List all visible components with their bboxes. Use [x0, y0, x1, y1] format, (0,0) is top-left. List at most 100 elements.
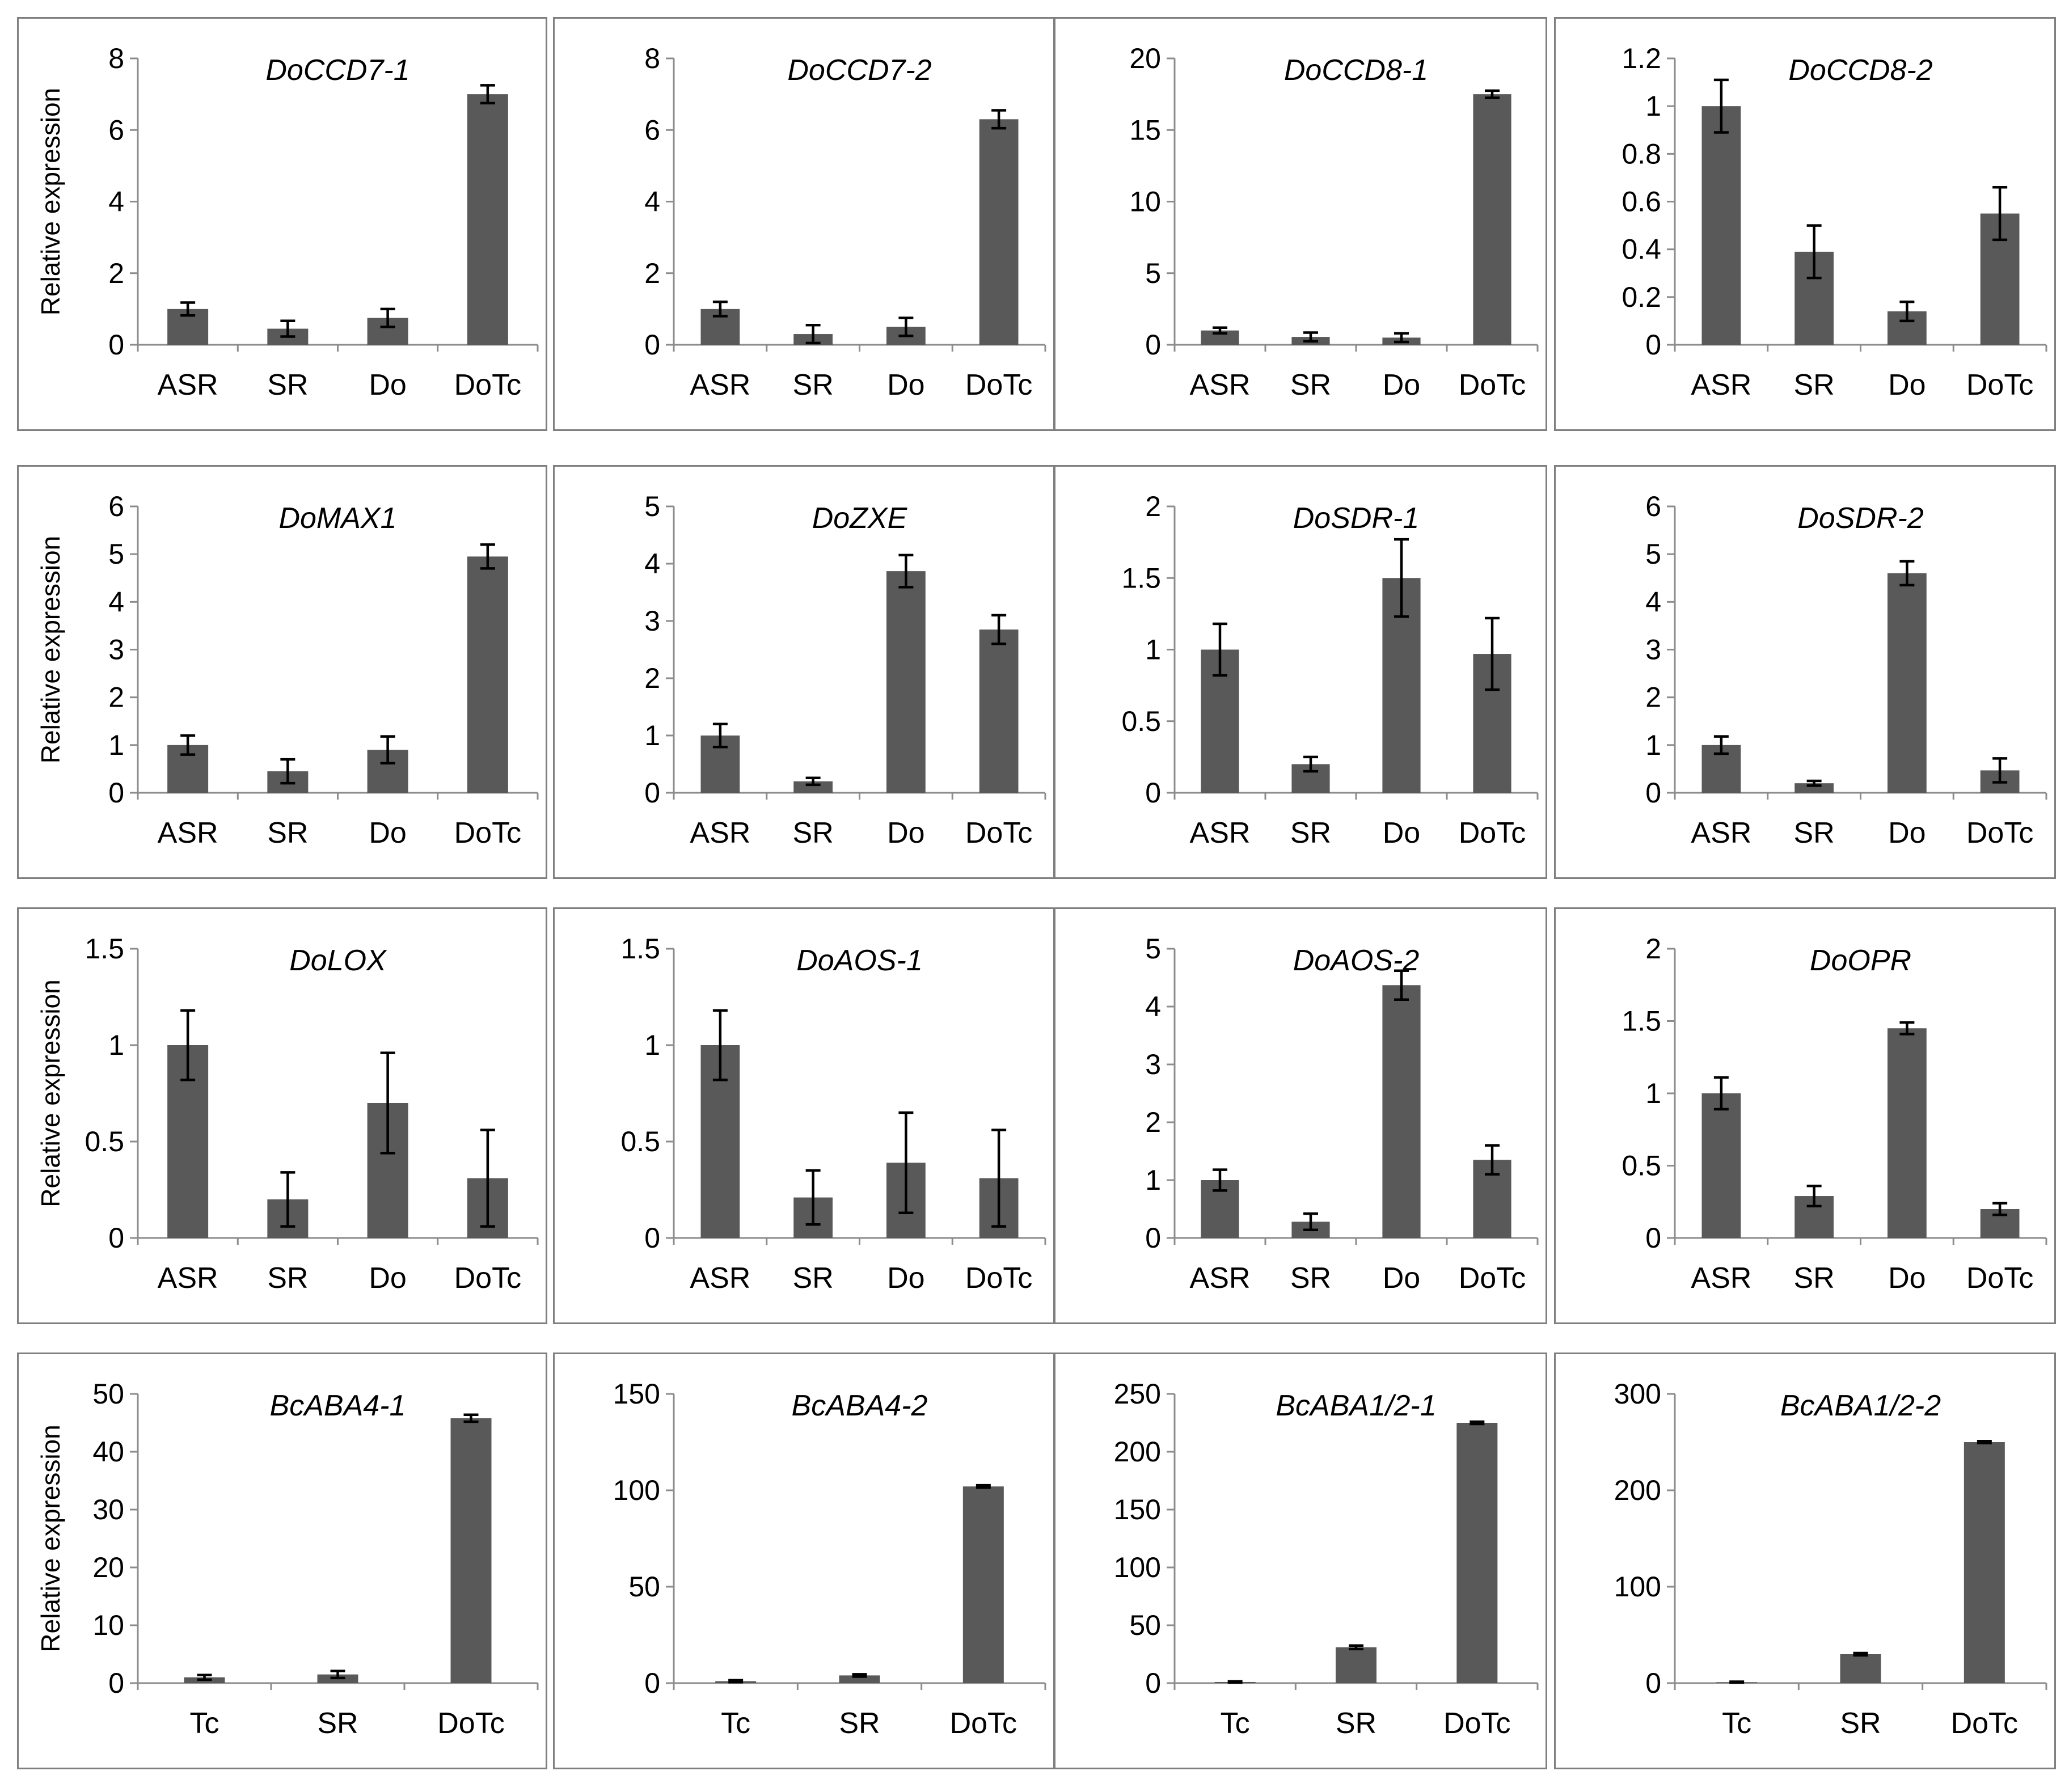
x-tick-label: Do	[887, 1262, 924, 1295]
x-tick-label: DoTc	[1459, 817, 1526, 849]
bar	[979, 119, 1019, 345]
y-tick-label: 2	[108, 257, 124, 289]
bar-chart: 0 1 2 3 4 5 6 ASR SR Do DoTc DoMAX1 Relative express…	[36, 491, 539, 849]
bar-chart: 0 1 2 3 4 5 ASR SR Do DoTc DoZXE	[644, 491, 1046, 849]
chart-title: DoAOS-1	[796, 944, 923, 977]
y-tick-label: 6	[108, 114, 124, 146]
chart-title: DoCCD8-1	[1284, 54, 1428, 87]
y-tick-label: 6	[644, 114, 660, 146]
x-tick-label: DoTc	[965, 817, 1032, 849]
y-tick-label: 5	[108, 538, 124, 570]
y-tick-label: 150	[1114, 1494, 1161, 1525]
x-tick-label: DoTc	[454, 817, 521, 849]
x-tick-label: Do	[369, 817, 406, 849]
chart-title: DoLOX	[289, 944, 387, 977]
error-bar	[991, 1129, 1007, 1228]
y-axis-label: Relative expression	[36, 1425, 65, 1652]
error-bar	[1485, 89, 1500, 99]
y-tick-label: 0.2	[1622, 281, 1661, 313]
y-tick-label: 30	[92, 1494, 124, 1525]
x-tick-label: ASR	[1190, 1262, 1251, 1295]
x-tick-label: SR	[1840, 1707, 1881, 1740]
y-tick-label: 0.5	[620, 1126, 660, 1157]
y-tick-label: 0	[1145, 777, 1161, 809]
bar	[793, 781, 833, 793]
error-bar	[480, 1129, 495, 1228]
bar	[1456, 1423, 1498, 1683]
error-bar	[1470, 1420, 1485, 1426]
bar	[450, 1418, 492, 1683]
y-tick-label: 200	[1614, 1474, 1661, 1506]
error-bar	[330, 1670, 345, 1680]
y-tick-label: 40	[92, 1436, 124, 1468]
error-bar	[380, 735, 395, 765]
y-tick-label: 300	[1614, 1378, 1661, 1410]
chart-title: DoSDR-2	[1797, 502, 1924, 535]
error-bar	[728, 1679, 744, 1684]
error-bar	[898, 1111, 914, 1215]
x-tick-label: SR	[1290, 369, 1331, 401]
y-tick-label: 1	[1645, 90, 1661, 122]
y-tick-label: 1	[1645, 729, 1661, 761]
bar	[1887, 573, 1927, 793]
chart-panel: 0 0.5 1 1.5 ASR SR Do DoTc DoLOX Relative express…	[17, 907, 547, 1324]
chart-title: DoMAX1	[278, 502, 396, 535]
bar	[1336, 1647, 1376, 1683]
x-tick-label: DoTc	[965, 1262, 1032, 1295]
y-tick-label: 0	[1645, 777, 1661, 809]
x-tick-label: ASR	[1691, 817, 1751, 849]
bar	[1382, 985, 1421, 1238]
x-tick-label: DoTc	[1951, 1707, 2018, 1740]
y-tick-label: 4	[108, 586, 124, 618]
chart-title: BcABA4-2	[792, 1389, 928, 1422]
y-tick-label: 1.5	[85, 933, 124, 965]
bar	[1794, 783, 1834, 793]
error-bar	[1485, 616, 1500, 691]
chart-panel: 0 1 2 3 4 5 6 ASR SR Do DoTc DoSDR-2	[1554, 465, 2056, 879]
y-tick-label: 4	[108, 186, 124, 218]
chart-panel: 0 5 10 15 20 ASR SR Do DoTc DoCCD8-1	[1054, 17, 1547, 431]
error-bar	[480, 543, 495, 570]
error-bar	[805, 1169, 821, 1226]
x-tick-label: SR	[793, 817, 834, 849]
y-tick-label: 1	[1145, 634, 1161, 666]
y-tick-label: 20	[1129, 43, 1161, 74]
chart-title: DoZXE	[812, 502, 908, 535]
x-tick-label: Do	[1888, 369, 1926, 401]
x-tick-label: DoTc	[965, 369, 1032, 401]
chart-title: DoCCD7-1	[265, 54, 409, 87]
x-tick-label: ASR	[158, 817, 218, 849]
error-bar	[1485, 1144, 1500, 1176]
y-tick-label: 0	[1145, 329, 1161, 361]
x-tick-label: DoTc	[950, 1707, 1017, 1740]
chart-title: DoCCD7-2	[787, 54, 931, 87]
x-tick-label: ASR	[158, 369, 218, 401]
y-tick-label: 1	[1145, 1164, 1161, 1196]
y-tick-label: 0.4	[1622, 234, 1661, 265]
bar	[886, 571, 926, 793]
x-tick-label: Do	[887, 369, 924, 401]
x-tick-label: ASR	[1190, 369, 1251, 401]
error-bar	[898, 553, 914, 589]
x-tick-label: SR	[1290, 1262, 1331, 1295]
x-tick-label: Do	[1383, 369, 1420, 401]
bar-chart: 0 10 20 30 40 50 Tc SR DoTc BcABA4-1 Relative expr…	[36, 1378, 539, 1740]
y-tick-label: 5	[644, 491, 660, 522]
x-tick-label: Do	[887, 817, 924, 849]
chart-panel: 0 1 2 3 4 5 ASR SR Do DoTc DoAOS-2	[1054, 907, 1547, 1324]
x-tick-label: ASR	[1691, 1262, 1751, 1295]
error-bar	[805, 324, 821, 345]
bar	[467, 556, 508, 793]
y-tick-label: 3	[1145, 1049, 1161, 1080]
bar	[1840, 1654, 1881, 1683]
error-bar	[1303, 755, 1318, 773]
error-bar	[1713, 735, 1729, 755]
x-tick-label: Do	[1888, 817, 1926, 849]
error-bar	[1992, 757, 2008, 784]
x-tick-label: SR	[1794, 817, 1835, 849]
y-tick-label: 4	[644, 186, 660, 218]
y-tick-label: 0	[644, 777, 660, 809]
y-tick-label: 0	[1645, 1222, 1661, 1254]
error-bar	[1729, 1680, 1745, 1684]
